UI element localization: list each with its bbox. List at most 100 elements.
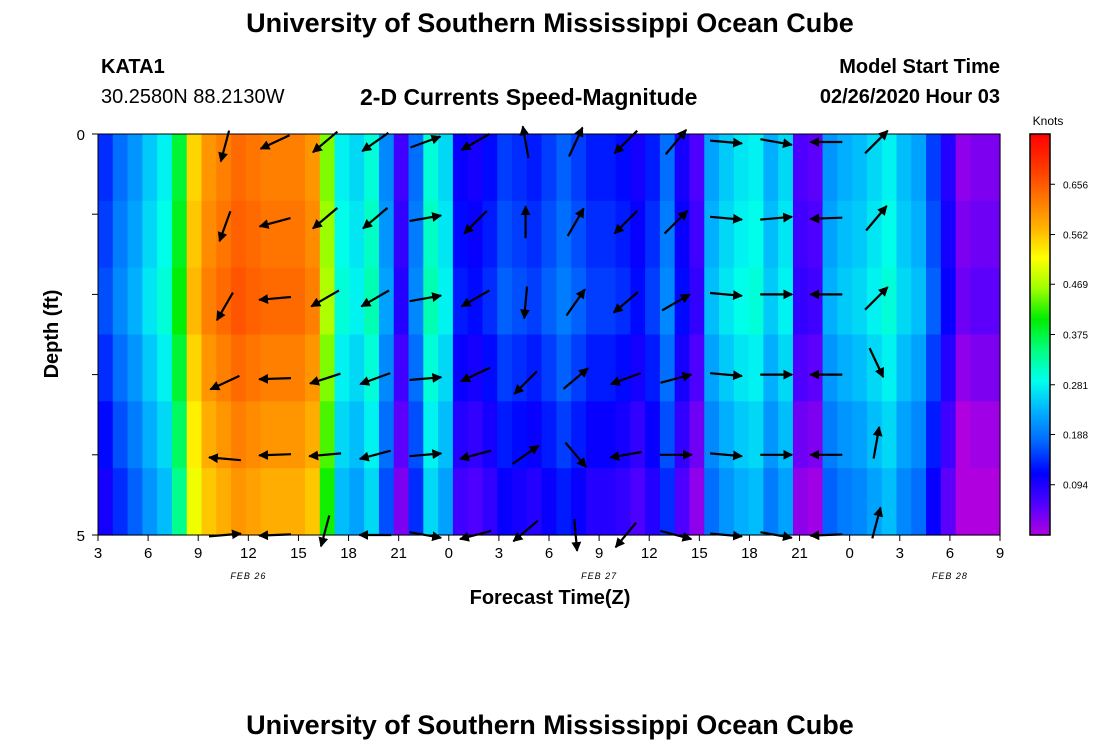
heatmap-cell	[763, 267, 779, 336]
heatmap-cell	[231, 334, 247, 402]
heatmap-cell	[408, 468, 424, 536]
heatmap-cell	[807, 334, 824, 402]
heatmap-cell	[334, 334, 350, 402]
heatmap-cell	[733, 134, 750, 202]
heatmap-cell	[112, 267, 129, 336]
heatmap-cell	[674, 134, 691, 202]
current-vector-arrow	[710, 370, 743, 381]
current-vector-arrow	[565, 288, 586, 317]
heatmap-cell	[526, 468, 543, 536]
heatmap-cell	[497, 200, 513, 269]
heatmap-cell	[955, 267, 972, 336]
heatmap-cell	[733, 334, 750, 402]
heatmap-cell	[615, 267, 631, 336]
heatmap-cell	[541, 267, 557, 336]
heatmap-cell	[364, 401, 380, 469]
heatmap-cell	[689, 134, 705, 202]
heatmap-cell	[985, 468, 1001, 536]
heatmap-cell	[305, 200, 321, 269]
heatmap-cell	[748, 334, 765, 402]
x-tick-label: 0	[445, 545, 453, 562]
heatmap-cell	[216, 468, 232, 536]
heatmap-cell	[733, 267, 750, 336]
heatmap-cell	[837, 134, 853, 202]
current-vector-arrow	[562, 367, 589, 390]
heatmap-cell	[201, 134, 217, 202]
heatmap-cell	[171, 334, 188, 402]
station-coords: 30.2580N 88.2130W	[101, 86, 285, 108]
current-vector-arrow	[215, 292, 234, 322]
heatmap-cell	[171, 468, 188, 536]
x-tick-label: 6	[946, 545, 954, 562]
heatmap-cell	[748, 200, 765, 269]
heatmap-cell	[452, 200, 469, 269]
heatmap-cell	[482, 134, 498, 202]
heatmap-cell	[585, 401, 602, 469]
current-vector-arrow	[359, 372, 391, 386]
heatmap-cell	[142, 334, 158, 402]
colorbar-tick-label: 0.469	[1063, 280, 1088, 291]
heatmap-cell	[482, 267, 498, 336]
heatmap-cell	[245, 334, 262, 402]
heatmap-cell	[98, 134, 114, 202]
x-tick-label: 0	[845, 545, 853, 562]
heatmap-cell	[733, 200, 750, 269]
heatmap-cell	[512, 134, 528, 202]
heatmap-cell	[630, 401, 646, 469]
heatmap-cell	[748, 267, 765, 336]
heatmap-cell	[275, 334, 291, 402]
heatmap-cell	[201, 200, 217, 269]
heatmap-cell	[763, 468, 779, 536]
heatmap-cell	[438, 468, 454, 536]
heatmap-cell	[704, 468, 720, 536]
heatmap-cell	[290, 267, 306, 336]
x-tick-label: 12	[240, 545, 257, 562]
heatmap-cell	[911, 200, 927, 269]
heatmap-cell	[585, 334, 602, 402]
heatmap-cell	[231, 134, 247, 202]
heatmap-cell	[467, 334, 484, 402]
heatmap-cell	[201, 468, 217, 536]
heatmap-cell	[127, 134, 143, 202]
heatmap-cell	[334, 267, 350, 336]
heatmap-cell	[452, 134, 469, 202]
current-vector-arrow	[258, 450, 292, 461]
heatmap-cell	[157, 267, 173, 336]
heatmap-cell	[630, 468, 646, 536]
heatmap-cell	[778, 334, 794, 402]
heatmap-cell	[186, 334, 203, 402]
heatmap-cell	[645, 468, 661, 536]
heatmap-cell	[940, 267, 957, 336]
heatmap-cells	[98, 134, 1001, 536]
current-vector-arrow	[258, 294, 292, 304]
heatmap-cell	[98, 468, 114, 536]
heatmap-cell	[216, 267, 232, 336]
heatmap-cell	[704, 401, 720, 469]
heatmap-cell	[231, 468, 247, 536]
heatmap-cell	[955, 401, 972, 469]
current-vector-arrow	[362, 207, 389, 230]
heatmap-cell	[127, 468, 143, 536]
heatmap-cell	[719, 267, 735, 336]
heatmap-cell	[689, 267, 705, 336]
heatmap-cell	[305, 468, 321, 536]
heatmap-cell	[142, 134, 158, 202]
heatmap-cell	[896, 401, 912, 469]
heatmap-cell	[645, 134, 661, 202]
y-axis: 05	[77, 127, 98, 545]
current-vector-arrow	[309, 372, 341, 386]
heatmap-cell	[186, 134, 203, 202]
heatmap-cell	[645, 401, 661, 469]
heatmap-cell	[275, 134, 291, 202]
current-vector-arrow	[318, 515, 331, 548]
colorbar-tick-label: 0.281	[1063, 381, 1088, 392]
heatmap-cell	[571, 468, 587, 536]
heatmap-cell	[260, 267, 277, 336]
heatmap-cell	[319, 134, 336, 202]
colorbar-tick-label: 0.656	[1063, 180, 1088, 191]
heatmap-cell	[275, 468, 291, 536]
heatmap-cell	[837, 267, 853, 336]
heatmap-cell	[438, 401, 454, 469]
heatmap-cell	[600, 134, 617, 202]
heatmap-cell	[112, 200, 129, 269]
